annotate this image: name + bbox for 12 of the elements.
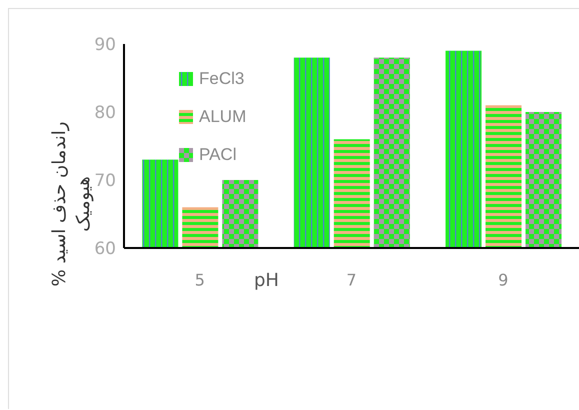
legend-label: FeCl3 (199, 69, 244, 89)
y-tick-label: 70 (94, 171, 116, 192)
y-tick-label: 90 (94, 35, 116, 56)
x-tick-label: 5 (194, 270, 205, 290)
y-tick-label: 80 (94, 103, 116, 124)
x-tick-label: 9 (498, 270, 508, 290)
y-tick-label: 60 (94, 239, 116, 260)
legend-label: PACl (199, 145, 236, 165)
x-tick-label: 7 (346, 270, 357, 290)
y-axis-title: % راندمان حذف اسید هیومیک (49, 122, 94, 286)
x-axis-title: pH (254, 270, 279, 291)
legend-label: ALUM (199, 107, 246, 127)
